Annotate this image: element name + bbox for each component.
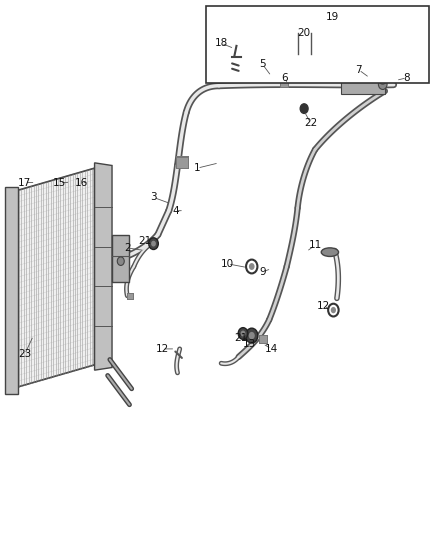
Bar xyxy=(260,336,268,343)
Polygon shape xyxy=(12,168,95,389)
Circle shape xyxy=(370,71,375,78)
Text: 15: 15 xyxy=(53,177,66,188)
Text: 9: 9 xyxy=(259,267,266,277)
Text: 4: 4 xyxy=(172,206,179,216)
Bar xyxy=(298,38,310,48)
Text: 23: 23 xyxy=(18,349,32,359)
Text: 8: 8 xyxy=(403,73,410,83)
Circle shape xyxy=(389,72,395,80)
Circle shape xyxy=(331,307,336,313)
Text: 22: 22 xyxy=(304,118,317,128)
Text: 5: 5 xyxy=(259,60,266,69)
Bar xyxy=(112,235,130,282)
Bar xyxy=(177,158,188,168)
Circle shape xyxy=(300,104,308,114)
Bar xyxy=(269,62,277,79)
Bar xyxy=(259,335,268,344)
Circle shape xyxy=(117,257,124,265)
Circle shape xyxy=(249,332,255,340)
Bar xyxy=(127,293,134,300)
Text: 17: 17 xyxy=(18,177,32,188)
Text: 21: 21 xyxy=(234,333,247,343)
Text: 12: 12 xyxy=(317,301,330,311)
Bar xyxy=(280,79,289,88)
Circle shape xyxy=(378,74,387,84)
Circle shape xyxy=(240,330,245,336)
Text: 13: 13 xyxy=(243,338,256,349)
Text: 6: 6 xyxy=(281,73,288,83)
Text: 16: 16 xyxy=(75,177,88,188)
Text: 11: 11 xyxy=(308,240,321,250)
Circle shape xyxy=(151,241,156,247)
Text: 1: 1 xyxy=(194,163,201,173)
Circle shape xyxy=(238,328,248,340)
Bar xyxy=(281,80,288,87)
Bar xyxy=(341,79,385,94)
Text: 20: 20 xyxy=(297,28,311,38)
Circle shape xyxy=(149,238,158,249)
Bar xyxy=(128,294,134,299)
Circle shape xyxy=(246,328,258,343)
Text: 3: 3 xyxy=(150,192,157,203)
Text: 10: 10 xyxy=(221,259,234,269)
Bar xyxy=(297,37,311,49)
Bar xyxy=(206,6,428,83)
Polygon shape xyxy=(95,163,112,370)
Circle shape xyxy=(347,21,353,28)
Text: 7: 7 xyxy=(355,65,362,75)
Circle shape xyxy=(378,79,387,90)
Circle shape xyxy=(335,20,339,26)
Text: 19: 19 xyxy=(326,12,339,22)
Text: 21: 21 xyxy=(138,236,152,246)
Bar xyxy=(176,157,189,169)
Text: 14: 14 xyxy=(265,344,278,354)
Text: 18: 18 xyxy=(215,38,228,48)
Text: 2: 2 xyxy=(124,243,131,253)
Ellipse shape xyxy=(321,248,339,256)
Polygon shape xyxy=(5,187,18,394)
Text: 12: 12 xyxy=(155,344,169,354)
Circle shape xyxy=(249,263,254,270)
